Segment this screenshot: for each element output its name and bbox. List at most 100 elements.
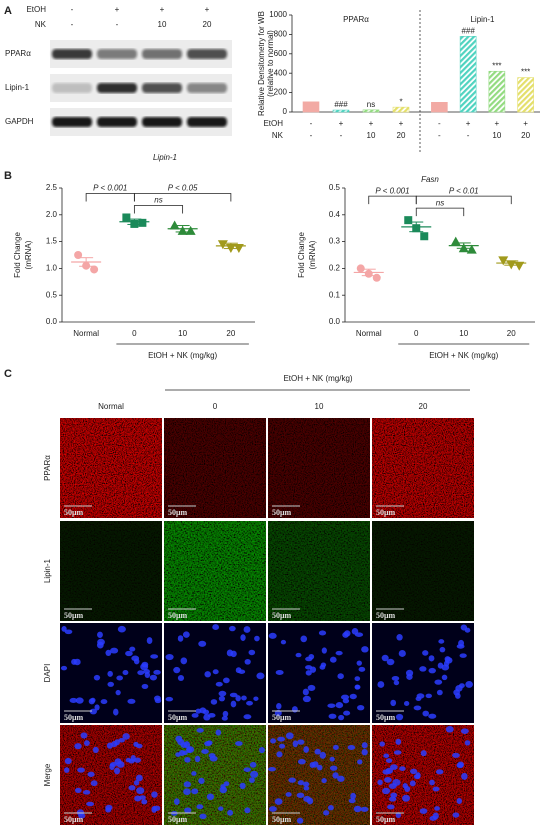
group-label: EtOH + NK (mg/kg): [283, 374, 352, 383]
nucleus: [302, 688, 309, 696]
nucleus: [443, 660, 450, 667]
y-tick-label: 0.5: [46, 290, 58, 299]
nucleus: [457, 761, 464, 768]
nucleus: [229, 692, 238, 698]
nucleus: [317, 764, 323, 771]
nucleus: [332, 744, 339, 751]
scale-bar-label: 50μm: [168, 815, 188, 824]
bracket-label: P < 0.01: [449, 186, 479, 195]
nucleus: [241, 695, 247, 701]
point: [217, 240, 228, 250]
nucleus: [173, 666, 181, 674]
nucleus: [97, 638, 105, 646]
x-row-label: EtOH: [263, 119, 283, 128]
nucleus: [455, 685, 463, 692]
nucleus: [240, 634, 246, 642]
error-bar: [456, 242, 471, 249]
y-axis-label: Relative Densitometry for WB: [257, 11, 266, 116]
bar: [392, 106, 410, 113]
nucleus: [88, 698, 95, 705]
scale-bar-label: 50μm: [64, 815, 84, 824]
nucleus: [61, 625, 67, 632]
nucleus: [146, 637, 153, 644]
nucleus: [277, 736, 286, 742]
nucleus: [274, 798, 283, 805]
nucleus: [235, 695, 241, 702]
point: [138, 218, 147, 227]
nucleus: [385, 767, 394, 774]
scale-bar-label: 50μm: [168, 508, 188, 517]
nucleus: [318, 630, 327, 636]
nucleus: [153, 805, 161, 811]
nucleus: [246, 700, 253, 706]
blot-band: [97, 117, 137, 127]
nucleus: [310, 666, 317, 673]
red-signal: [372, 418, 474, 518]
nucleus: [395, 738, 402, 745]
nucleus: [93, 674, 101, 681]
nucleus: [184, 757, 191, 763]
nucleus: [268, 766, 277, 772]
nucleus: [452, 752, 460, 758]
nucleus: [89, 708, 97, 715]
micrograph: [60, 623, 162, 723]
point: [356, 264, 365, 273]
nucleus: [64, 757, 72, 765]
nucleus: [354, 684, 361, 690]
y-axis-label: (mRNA): [308, 240, 317, 269]
point: [122, 213, 131, 222]
nucleus: [217, 806, 224, 811]
nucleus: [182, 631, 190, 638]
nucleus: [455, 692, 461, 699]
nucleus: [69, 697, 78, 703]
nucleus: [379, 741, 385, 747]
nucleus: [425, 693, 432, 699]
nucleus: [306, 797, 314, 805]
y-axis-label: Fold Change: [13, 232, 22, 278]
micrograph-bg: [372, 623, 474, 723]
nucleus: [295, 652, 302, 658]
bar: [332, 109, 350, 113]
y-tick-label: 800: [274, 30, 288, 39]
bar: [517, 77, 534, 113]
y-tick-label: 0.0: [46, 317, 58, 326]
nucleus: [202, 709, 210, 715]
nucleus: [305, 670, 312, 676]
blot-lane-label: +: [205, 5, 210, 14]
nucleus: [413, 774, 421, 780]
nucleus: [129, 646, 136, 652]
nucleus: [297, 758, 306, 765]
green-signal: [268, 725, 370, 825]
blot-band: [142, 49, 182, 59]
bracket-label: ns: [154, 196, 162, 205]
error-bar: [361, 268, 376, 277]
nucleus: [183, 788, 191, 796]
green-signal: [60, 521, 162, 621]
nucleus: [404, 785, 411, 793]
nucleus: [340, 694, 350, 700]
blot-band: [52, 117, 92, 127]
nucleus: [133, 780, 140, 786]
micrograph: [372, 623, 474, 723]
nucleus: [387, 804, 395, 810]
nucleus: [90, 780, 98, 787]
nucleus: [321, 647, 327, 654]
x-row-value: -: [467, 131, 470, 140]
scale-bar-label: 50μm: [64, 611, 84, 620]
nucleus: [288, 777, 296, 783]
nucleus: [212, 669, 219, 675]
bracket: [85, 193, 135, 202]
nucleus: [223, 677, 230, 684]
nucleus: [305, 656, 313, 662]
nucleus: [445, 726, 454, 733]
nucleus: [165, 696, 174, 702]
blot-lane-label: 20: [203, 20, 212, 29]
x-row-value: 10: [492, 131, 501, 140]
nucleus: [87, 771, 95, 777]
nucleus: [64, 629, 73, 635]
scale-bar-label: 50μm: [168, 713, 188, 722]
x-tick-label: Normal: [73, 329, 99, 338]
nucleus: [329, 765, 338, 771]
nucleus: [191, 713, 199, 718]
red-signal: [164, 418, 266, 518]
